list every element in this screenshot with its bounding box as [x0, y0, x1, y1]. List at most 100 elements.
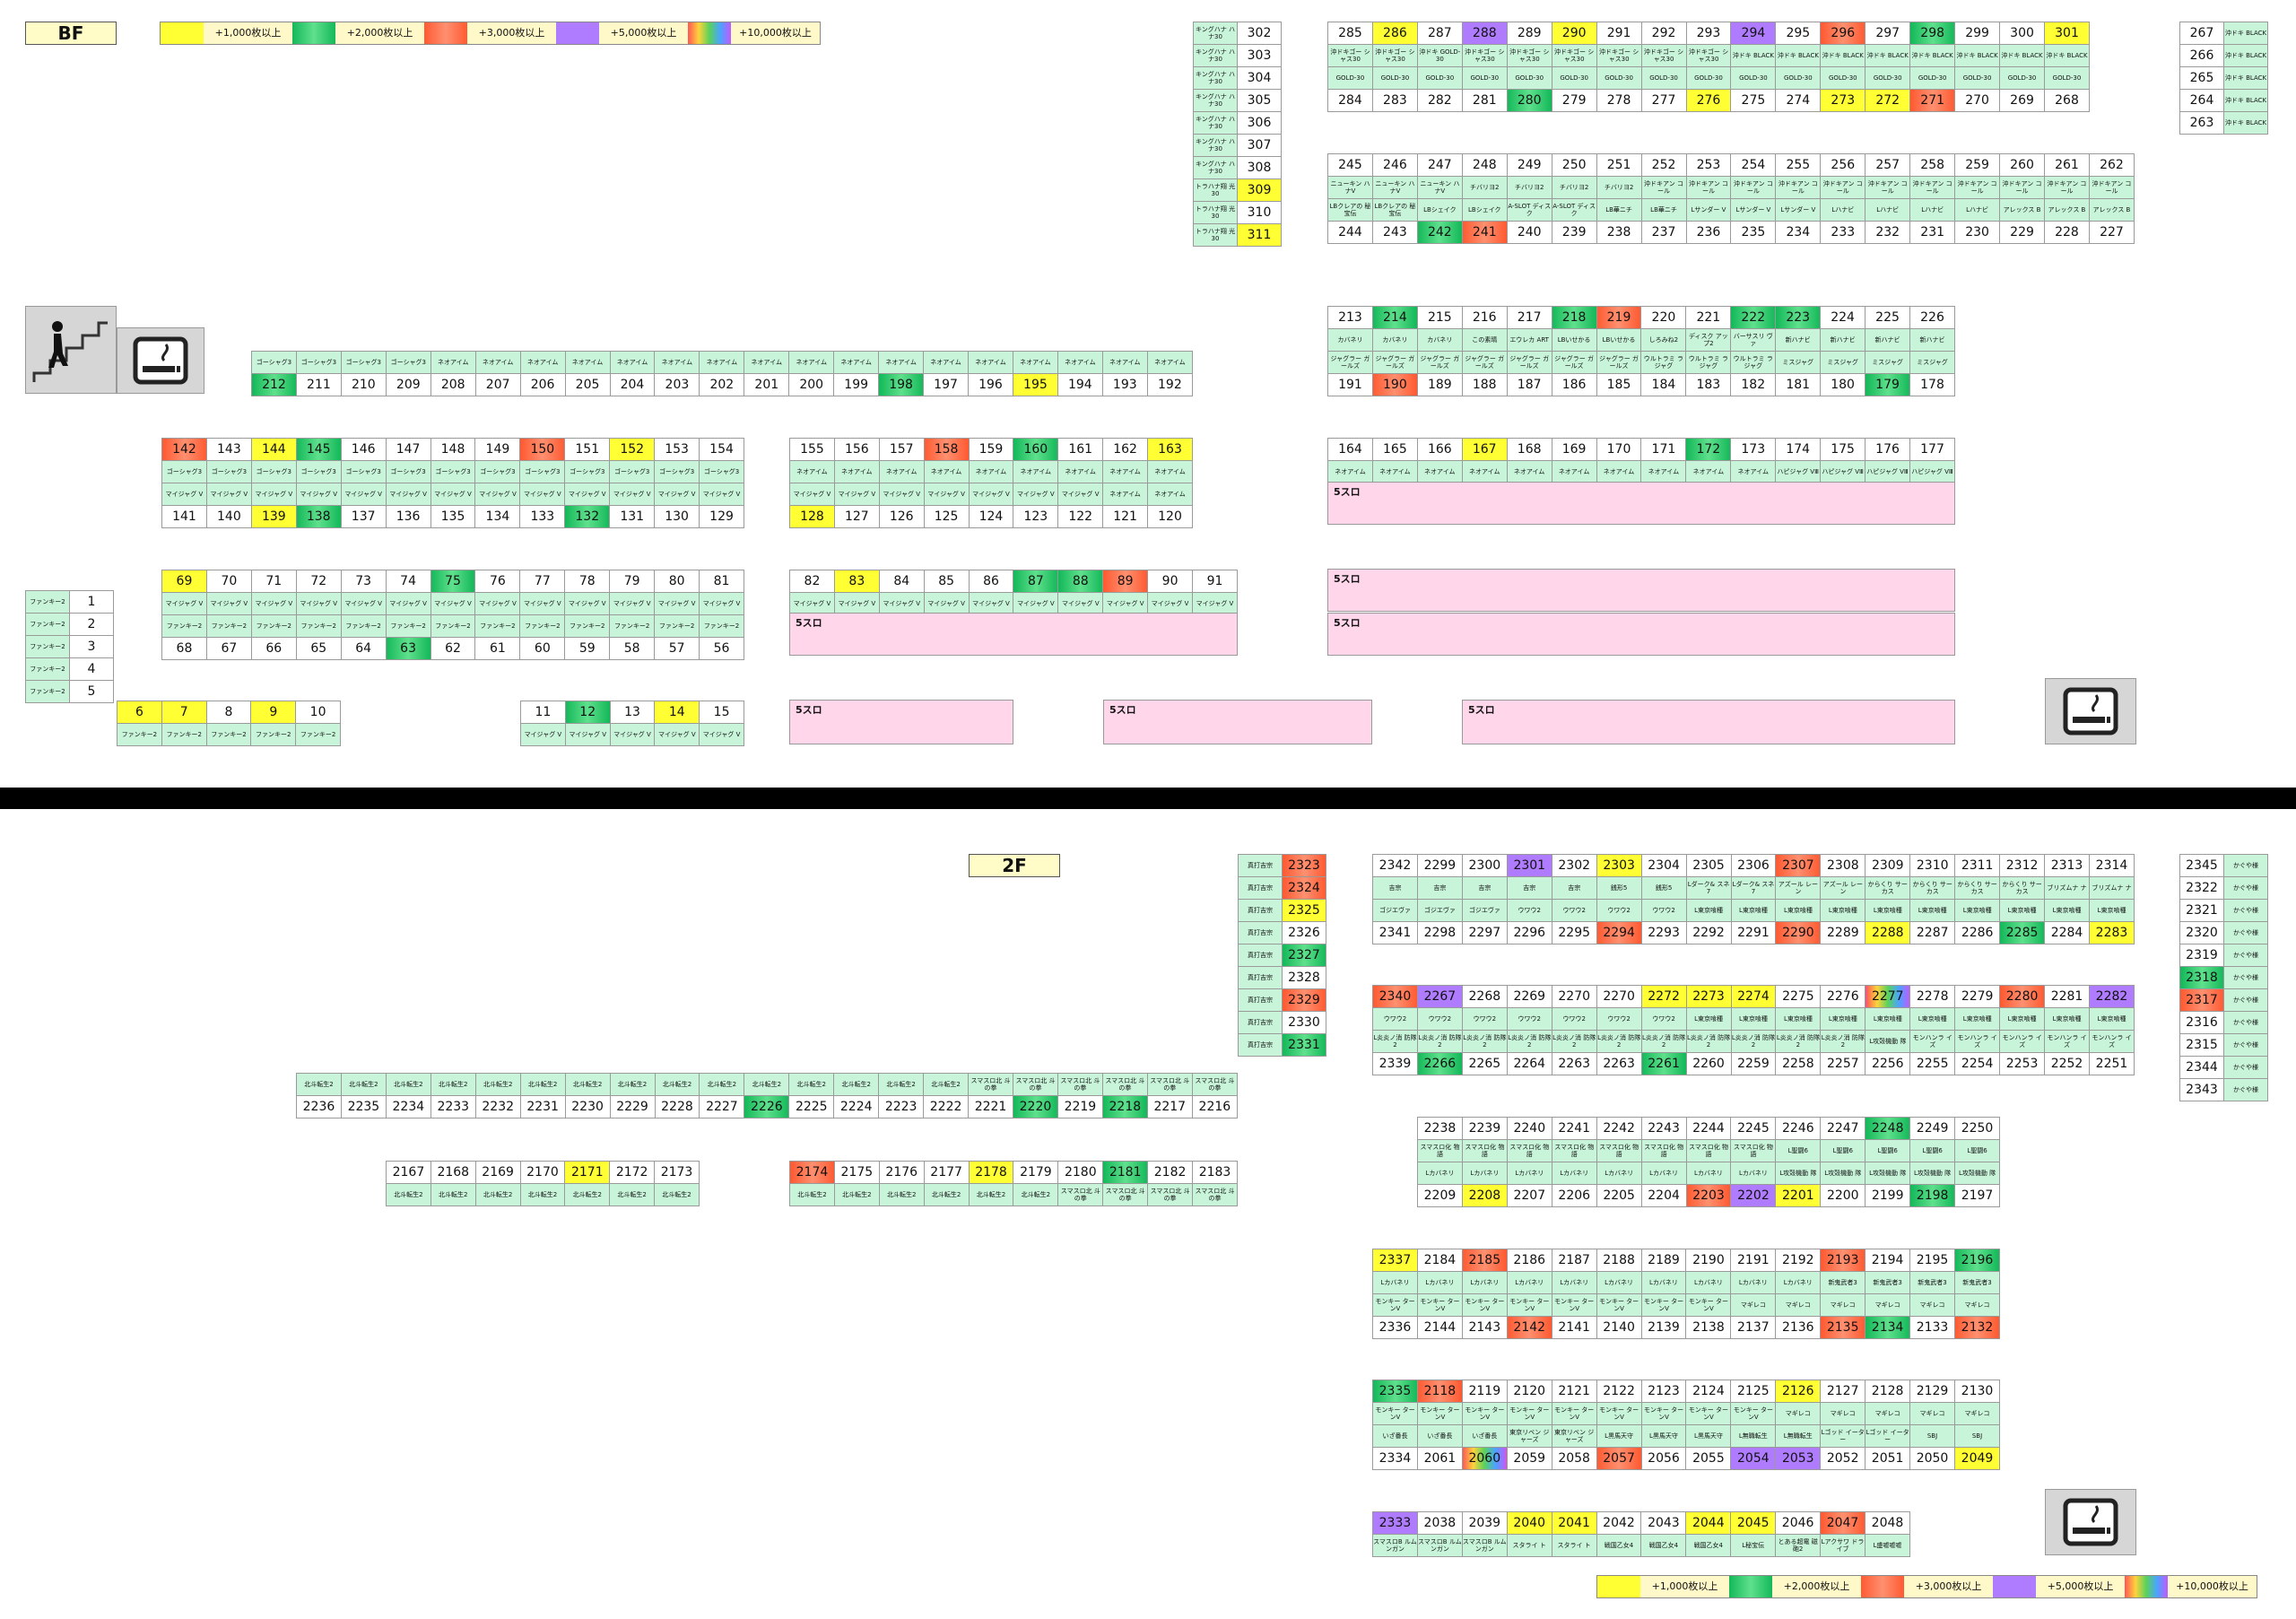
machine-number: 13 [609, 701, 656, 724]
machine-model-label: Lハナビ [1865, 198, 1911, 222]
machine-number: 2243 [1640, 1117, 1687, 1140]
machine-model-label: GOLD-30 [1954, 66, 2001, 90]
machine-model-label: LB華ニチ [1640, 198, 1687, 222]
machine-number: 198 [878, 373, 925, 396]
machine-number: 4 [69, 657, 114, 681]
machine-model-label: マイジャグ V [520, 723, 566, 746]
machine-number: 2228 [654, 1095, 700, 1119]
machine-number: 2306 [1730, 854, 1777, 877]
machine-block: 2337 2184 2185 2186 2187 2188 2189 2190 2191 2192… [1372, 1249, 2001, 1339]
machine-model-label: モンハンラ イズ [2044, 1030, 2090, 1053]
machine-number: 157 [878, 438, 925, 461]
machine-number: 7 [161, 701, 207, 724]
machine-number: 2311 [1954, 854, 2001, 877]
machine-model-label: スマスロ北 斗の拳 [968, 1073, 1013, 1096]
slot5-label: 5スロ [1334, 573, 1361, 585]
machine-model-label: 真打吉宗 [1238, 854, 1283, 877]
machine-number: 174 [1775, 438, 1822, 461]
machine-number: 2229 [609, 1095, 656, 1119]
machine-model-label: マイジャグ V [699, 723, 744, 746]
machine-number: 267 [2179, 22, 2224, 45]
machine-model-label: ウワウ2 [1506, 899, 1552, 922]
machine-model-label: L聖闘6 [1775, 1139, 1822, 1162]
machine-number: 68 [161, 637, 207, 660]
machine-model-label: 北斗転生2 [430, 1073, 476, 1096]
machine-model-label: L攻殻機動 隊 [1954, 1162, 2000, 1185]
machine-model-label: ニューキン ハナV [1327, 176, 1373, 199]
machine-number: 2206 [1551, 1184, 1597, 1207]
machine-model-label: ウワウ2 [1551, 1007, 1597, 1031]
machine-model-label: 沖ドキアン コール [2088, 176, 2135, 199]
machine-number: 60 [519, 637, 566, 660]
machine-number: 2178 [968, 1161, 1014, 1184]
machine-model-label: キングハナ ハナ30 [1193, 44, 1238, 67]
machine-number: 158 [923, 438, 970, 461]
machine-model-label: ネオアイム [923, 351, 969, 374]
machine-model-label: ネオアイム [789, 460, 835, 483]
machine-number: 253 [1685, 153, 1732, 177]
machine-model-label: 沖ドキゴー シャス30 [1551, 44, 1597, 67]
machine-number: 2323 [1282, 854, 1326, 877]
machine-model-label: ゴーシャグ3 [161, 460, 207, 483]
machine-model-label: スマスロ北 斗の拳 [1013, 1073, 1058, 1096]
machine-number: 230 [1954, 221, 2001, 244]
machine-model-label: ジャグラー ガールズ [1371, 351, 1418, 374]
machine-number: 2197 [1954, 1184, 2000, 1207]
machine-number: 2230 [564, 1095, 611, 1119]
machine-model-label: ファンキー2 [385, 614, 431, 638]
machine-model-label: ネオアイム [1012, 351, 1058, 374]
machine-model-label: スマスロ北 斗の拳 [1101, 1073, 1148, 1096]
machine-model-label: L炎炎ノ消 防隊2 [1551, 1030, 1597, 1053]
machine-block: 82 83 84 85 86 87 88 89 90 91 マイジャグ V マイジャグ V マイジャグ … [789, 570, 1238, 615]
machine-number: 2330 [1282, 1011, 1326, 1034]
machine-model-label: L東京喰種 [1999, 899, 2046, 922]
machine-model-label: マギレコ [1730, 1293, 1777, 1317]
machine-number: 2248 [1865, 1117, 1911, 1140]
machine-model-label: LB華ニチ [1596, 198, 1642, 222]
machine-model-label: かぐや様 [2223, 876, 2268, 900]
machine-model-label: マギレコ [1865, 1402, 1911, 1425]
machine-number: 294 [1730, 22, 1777, 45]
machine-model-label: 沖ドキ BLACK [1730, 44, 1777, 67]
machine-model-label: ウワウ2 [1640, 899, 1687, 922]
machine-number: 179 [1865, 373, 1910, 396]
machine-model-label: スマスロ北 斗の拳 [1102, 1183, 1149, 1206]
machine-number: 2265 [1461, 1052, 1508, 1075]
machine-number: 2326 [1282, 921, 1326, 944]
machine-number: 2204 [1640, 1184, 1687, 1207]
machine-model-label: マイジャグ V [430, 483, 476, 506]
machine-number: 2133 [1909, 1316, 1955, 1339]
machine-model-label: チバリヨ2 [1506, 176, 1552, 199]
machine-number: 12 [564, 701, 611, 724]
machine-number: 205 [564, 373, 611, 396]
machine-model-label: ジャグラー ガールズ [1506, 351, 1552, 374]
machine-model-label: ファンキー2 [161, 723, 207, 746]
machine-model-label: L東京喰種 [1730, 1007, 1777, 1031]
machine-number: 141 [161, 505, 207, 528]
machine-model-label: L炎炎ノ消 防隊2 [1685, 1030, 1732, 1053]
machine-model-label: マイジャグ V [474, 483, 521, 506]
machine-number: 2127 [1820, 1380, 1866, 1403]
machine-number: 2295 [1551, 921, 1597, 944]
machine-model-label: ファンキー2 [430, 614, 476, 638]
machine-number: 2275 [1775, 985, 1822, 1008]
machine-number: 265 [2179, 66, 2224, 90]
machine-number: 2309 [1865, 854, 1911, 877]
machine-number: 193 [1101, 373, 1148, 396]
machine-model-label: キングハナ ハナ30 [1193, 111, 1238, 135]
machine-number: 165 [1371, 438, 1418, 461]
machine-column: 267 沖ドキ BLACK 266 沖ドキ BLACK 265 沖ドキ BLACK 264 沖… [2179, 22, 2268, 135]
machine-number: 59 [564, 637, 611, 660]
machine-number: 2313 [2044, 854, 2090, 877]
machine-model-label: L攻殻機動 隊 [1775, 1162, 1822, 1185]
machine-model-label: マイジャグ V [1013, 483, 1059, 506]
machine-model-label: マイジャグ V [878, 483, 925, 506]
machine-model-label: かぐや様 [2223, 944, 2268, 967]
machine-model-label: L東京喰種 [2044, 899, 2090, 922]
machine-model-label: ウワウ2 [1640, 1007, 1687, 1031]
machine-number: 2221 [968, 1095, 1013, 1119]
machine-model-label: 北斗転生2 [519, 1073, 566, 1096]
machine-number: 2137 [1730, 1316, 1777, 1339]
machine-number: 191 [1327, 373, 1373, 396]
machine-number: 159 [968, 438, 1014, 461]
